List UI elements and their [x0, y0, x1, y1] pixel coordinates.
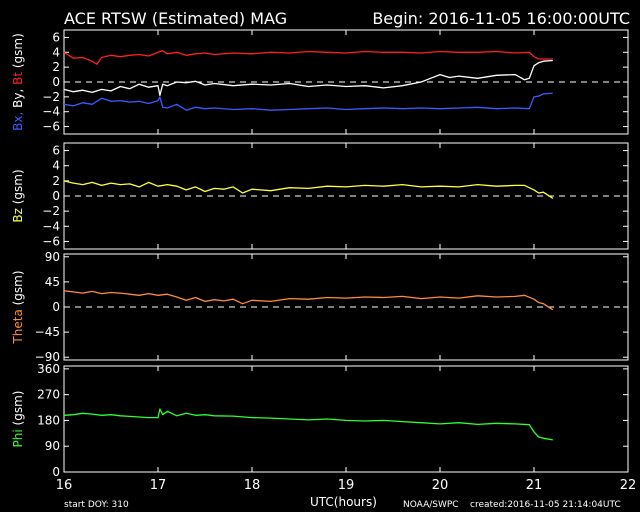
y-tick-label: 6	[52, 30, 60, 44]
y-tick-label: 90	[45, 439, 60, 453]
y-axis-label-part: (gsm)	[11, 169, 25, 208]
y-tick-label: −2	[42, 90, 60, 104]
created-timestamp: created:2016-11-05 21:14:04UTC	[470, 500, 621, 510]
y-tick-label: 90	[45, 250, 60, 264]
y-axis-label-part: Bz	[11, 208, 25, 223]
x-tick-label: 19	[338, 478, 355, 493]
x-tick-label: 17	[150, 478, 167, 493]
y-tick-label: −6	[42, 120, 60, 134]
y-tick-label: −2	[42, 204, 60, 218]
y-axis-label-theta: Theta (gsm)	[11, 270, 25, 344]
series-line-phi	[63, 408, 553, 441]
x-tick-label: 22	[620, 478, 637, 493]
y-tick-label: 180	[37, 413, 60, 427]
panel-theta: 90 45 0 −45 −90 Theta (gsm)	[11, 250, 629, 364]
y-axis-label-part: Theta	[11, 309, 25, 344]
start-doy-label: start DOY: 310	[64, 500, 129, 510]
y-tick-label: 4	[52, 159, 60, 173]
y-tick-label: 2	[52, 60, 60, 74]
y-tick-label: 0	[52, 189, 60, 203]
y-tick-label: 0	[52, 465, 60, 479]
y-tick-label: −6	[42, 234, 60, 248]
plot-title: ACE RTSW (Estimated) MAG	[64, 9, 287, 28]
y-tick-label: −90	[35, 350, 60, 364]
y-axis-label-phi: Phi (gsm)	[11, 391, 25, 448]
y-tick-label: −4	[42, 105, 60, 119]
y-tick-label: 360	[37, 362, 60, 376]
series-line-bt	[63, 50, 553, 65]
y-axis-label-part: Bx,	[11, 112, 25, 131]
y-axis-label-part: Phi	[11, 429, 25, 447]
y-axis-label-part: By,	[11, 89, 25, 112]
y-tick-label: 270	[37, 388, 60, 402]
y-tick-label: −4	[42, 219, 60, 233]
y-axis-label-b: Bx, By, Bt (gsm)	[11, 33, 25, 131]
y-axis-label-part: (gsm)	[11, 33, 25, 72]
series-line-bx	[63, 92, 553, 111]
y-tick-label: 0	[52, 300, 60, 314]
y-tick-label: −45	[35, 325, 60, 339]
begin-timestamp: Begin: 2016-11-05 16:00:00UTC	[372, 9, 630, 28]
panel-phi: 360 270 180 90 0 Phi (gsm)	[11, 362, 629, 479]
y-tick-label: 4	[52, 45, 60, 59]
y-tick-label: 45	[45, 275, 60, 289]
x-tick-label: 21	[526, 478, 543, 493]
x-tick-label: 18	[244, 478, 261, 493]
y-axis-label-part: (gsm)	[11, 391, 25, 430]
x-tick-labels: 16 17 18 19 20 21 22	[56, 478, 637, 493]
x-tick-label: 20	[432, 478, 449, 493]
series-line-bz	[63, 180, 554, 199]
y-tick-label: 0	[52, 75, 60, 89]
y-axis-label-part: (gsm)	[11, 270, 25, 309]
credit-label: NOAA/SWPC	[403, 500, 459, 510]
y-axis-label-part: Bt	[11, 72, 25, 89]
series-line-theta	[63, 290, 554, 311]
y-axis-label-bz: Bz (gsm)	[11, 169, 25, 222]
x-tick-label: 16	[56, 478, 73, 493]
x-axis-label: UTC(hours)	[310, 495, 377, 509]
y-tick-label: 2	[52, 174, 60, 188]
y-tick-label: 6	[52, 144, 60, 158]
series-line-by	[63, 59, 553, 97]
